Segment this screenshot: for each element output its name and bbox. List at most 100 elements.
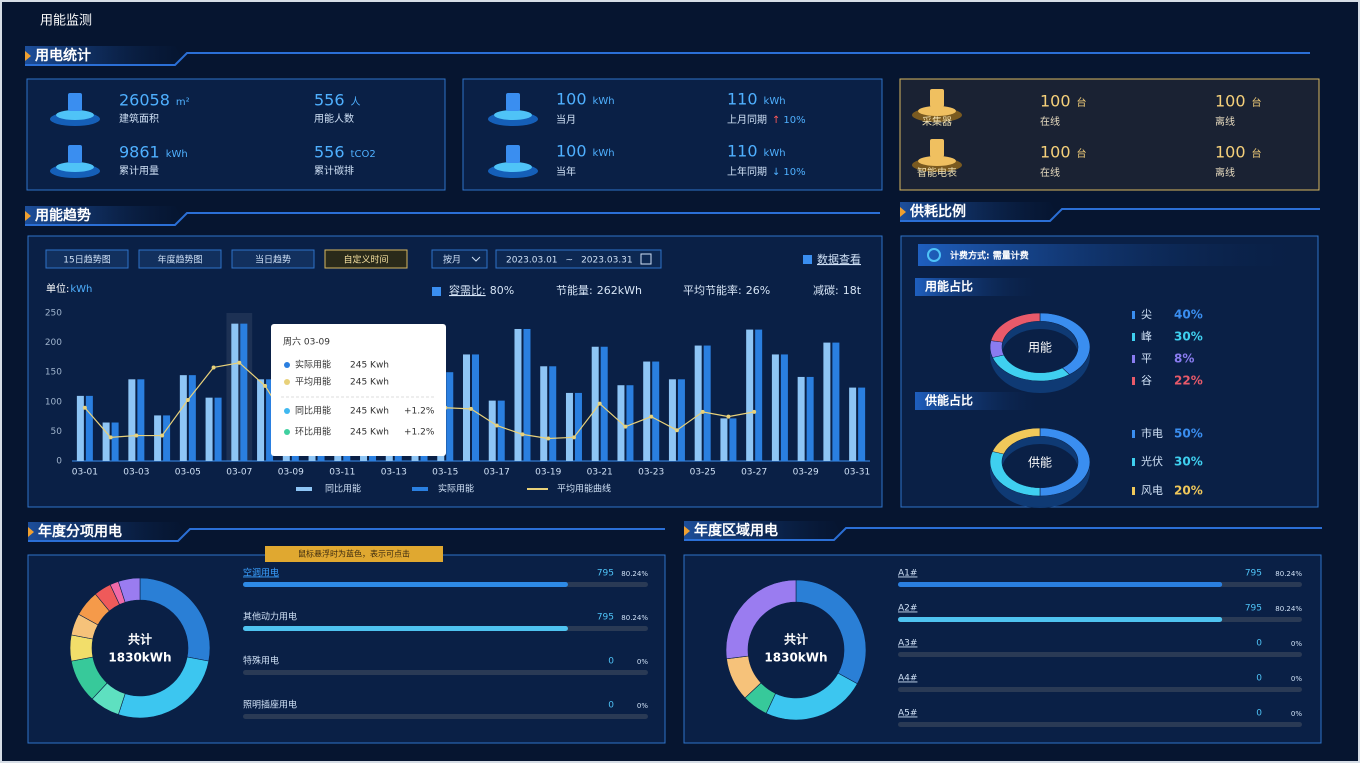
bar: [111, 422, 119, 461]
tab-label[interactable]: 当日趋势: [255, 254, 291, 266]
icon-base-top: [56, 110, 94, 120]
tab-label[interactable]: 15日趋势图: [63, 254, 110, 266]
tab-button[interactable]: [231, 249, 315, 269]
icon-body: [930, 139, 944, 157]
bar: [523, 328, 531, 461]
item-name[interactable]: A3#: [898, 639, 917, 649]
line-point: [700, 409, 705, 414]
item-name[interactable]: A5#: [898, 709, 917, 719]
bar: [643, 361, 651, 461]
metric-value: 18t: [843, 284, 862, 297]
bar: [214, 397, 222, 461]
section-title: 供耗比例: [909, 203, 966, 220]
donut-segment: [725, 579, 797, 660]
icon-body: [506, 93, 520, 111]
x-tick-label: 03-31: [844, 468, 870, 478]
donut-center: 供能: [1028, 456, 1052, 470]
stat-value: 100: [1215, 92, 1246, 111]
donut-segment: [990, 312, 1041, 343]
icon-base-top: [918, 106, 956, 116]
donut-segment: [992, 427, 1041, 455]
donut-segment: [989, 340, 1005, 358]
bar: [540, 366, 548, 461]
item-name[interactable]: A1#: [898, 569, 917, 579]
stat-unit: tCO2: [351, 149, 376, 160]
trend-arrow: ↓: [772, 167, 780, 178]
bar: [514, 328, 522, 461]
sub-title: 供能占比: [924, 393, 973, 408]
bar: [446, 372, 454, 461]
bar: [231, 323, 239, 461]
legend-swatch: [296, 487, 312, 491]
select[interactable]: [431, 249, 488, 269]
tab-label[interactable]: 年度趋势图: [157, 254, 202, 266]
line-point: [211, 365, 216, 370]
stat-unit: 台: [1077, 147, 1087, 160]
line-point: [82, 405, 87, 410]
bar: [806, 376, 814, 461]
stat-label: 上年同期: [727, 165, 767, 178]
legend-label: 谷: [1141, 374, 1152, 387]
line-point: [263, 383, 268, 388]
bar: [780, 354, 788, 461]
hint: 鼠标悬浮时为蓝色，表示可点击: [298, 549, 410, 559]
date-range[interactable]: [495, 249, 662, 269]
bar: [488, 400, 496, 461]
bar: [85, 395, 93, 461]
item-name[interactable]: 照明插座用电: [243, 699, 297, 711]
stat-unit: kWh: [764, 96, 786, 107]
bar: [266, 379, 274, 461]
x-tick-label: 03-01: [72, 468, 98, 478]
tab-button[interactable]: [45, 249, 129, 269]
x-tick-label: 03-09: [278, 468, 304, 478]
legend-value: 8%: [1174, 352, 1194, 366]
bar: [626, 385, 634, 461]
item-name[interactable]: 特殊用电: [243, 655, 279, 667]
progress-fill: [243, 582, 568, 587]
bar: [797, 376, 805, 461]
item-name[interactable]: A4#: [898, 674, 917, 684]
bar: [463, 354, 470, 461]
section-line: [684, 527, 1322, 541]
panel: [900, 235, 1319, 508]
stat-change: 10%: [783, 115, 805, 126]
track: [898, 722, 1302, 727]
x-tick-label: 03-19: [535, 468, 561, 478]
y-tick-label: 150: [45, 368, 62, 378]
item-value: 0: [608, 701, 614, 711]
stat-unit: kWh: [593, 148, 615, 159]
item-percent: 0%: [1291, 675, 1302, 683]
tab-button[interactable]: [324, 249, 408, 269]
progress-fill: [243, 626, 568, 631]
x-tick-label: 03-23: [638, 468, 664, 478]
bar: [703, 345, 711, 461]
line-point: [623, 424, 628, 429]
item-value: 0: [608, 657, 614, 667]
bar: [188, 375, 196, 461]
item-name[interactable]: A2#: [898, 604, 917, 614]
stat-value: 110: [727, 142, 758, 161]
bar: [591, 346, 599, 461]
stat-unit: 台: [1252, 96, 1262, 109]
section-title: 用电统计: [35, 47, 91, 64]
legend-swatch: [412, 487, 428, 491]
tab-label[interactable]: 自定义时间: [343, 254, 388, 266]
item-name[interactable]: 其他动力用电: [243, 611, 297, 623]
tooltip: [271, 324, 446, 456]
bar: [668, 379, 676, 461]
metric-label: 减碳:: [813, 283, 839, 297]
view-link[interactable]: 数据查看: [817, 252, 861, 266]
line-point: [546, 436, 551, 441]
calendar-icon: [640, 253, 652, 265]
bar: [565, 392, 573, 461]
sub-title: 用能占比: [924, 279, 973, 294]
tooltip-name: 平均用能: [295, 376, 331, 388]
select-label[interactable]: 按月: [443, 254, 461, 266]
tab-button[interactable]: [138, 249, 222, 269]
bar: [154, 415, 162, 461]
icon-base-top: [918, 156, 956, 166]
item-name[interactable]: 空调用电: [243, 567, 279, 579]
hint-box: [265, 546, 443, 562]
bar: [771, 354, 779, 461]
bar: [849, 387, 857, 461]
